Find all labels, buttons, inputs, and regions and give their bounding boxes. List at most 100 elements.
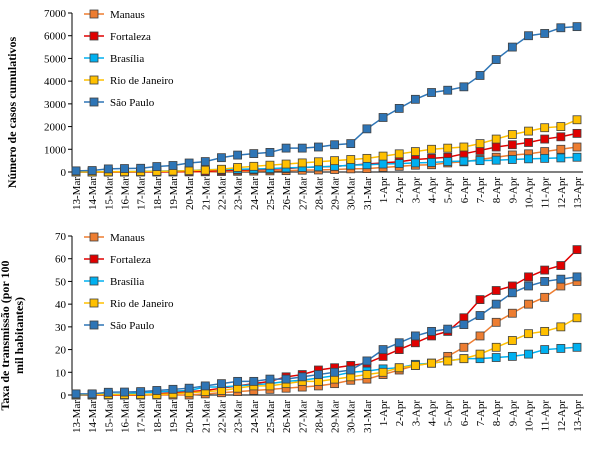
marker xyxy=(572,342,582,352)
marker xyxy=(572,22,582,32)
marker xyxy=(524,126,533,136)
x-tick-label: 19-Mar xyxy=(168,177,180,210)
marker xyxy=(491,353,501,362)
x-tick-label: 21-Mar xyxy=(200,400,212,433)
marker xyxy=(281,143,291,153)
y-tick-label: 70 xyxy=(55,231,67,243)
marker xyxy=(103,164,113,174)
x-tick-label: 28-Mar xyxy=(313,177,325,210)
marker xyxy=(556,274,566,284)
x-tick-label: 1-Apr xyxy=(378,177,390,204)
marker xyxy=(103,387,113,397)
legend-marker xyxy=(89,320,99,330)
marker xyxy=(249,161,259,171)
marker xyxy=(491,342,501,352)
marker xyxy=(71,389,81,399)
x-tick-label: 17-Mar xyxy=(136,177,148,210)
marker xyxy=(475,295,485,305)
marker xyxy=(249,376,259,386)
y-tick-label: 7000 xyxy=(44,8,67,20)
marker xyxy=(184,158,194,168)
marker xyxy=(120,387,129,397)
marker xyxy=(491,55,501,64)
marker xyxy=(459,156,469,166)
marker xyxy=(491,286,501,295)
x-tick-label: 6-Apr xyxy=(459,400,471,427)
marker xyxy=(475,331,485,341)
legend-label: Manaus xyxy=(110,232,145,244)
marker xyxy=(362,153,372,163)
legend-marker xyxy=(89,298,99,308)
marker xyxy=(459,354,469,364)
marker xyxy=(394,338,404,348)
marker xyxy=(459,342,469,352)
marker xyxy=(249,149,259,159)
x-tick-label: 27-Mar xyxy=(297,400,309,433)
marker xyxy=(410,158,420,168)
x-tick-label: 14-Mar xyxy=(87,400,99,433)
marker xyxy=(136,387,146,396)
y-tick-label: 1000 xyxy=(44,144,67,156)
x-tick-label: 13-Apr xyxy=(572,400,584,432)
marker xyxy=(87,389,97,399)
legend-marker xyxy=(89,97,99,107)
y-tick-label: 6000 xyxy=(44,31,67,43)
legend-marker xyxy=(89,53,99,63)
marker xyxy=(217,164,226,174)
marker xyxy=(540,277,550,286)
marker xyxy=(265,160,275,170)
marker xyxy=(427,358,436,368)
marker xyxy=(330,140,339,150)
legend-label: São Paulo xyxy=(110,320,155,332)
x-tick-label: 21-Mar xyxy=(200,177,212,210)
marker xyxy=(378,113,388,122)
marker xyxy=(459,82,469,92)
marker xyxy=(507,288,517,298)
x-tick-label: 18-Mar xyxy=(152,177,164,210)
x-tick-label: 29-Mar xyxy=(330,177,342,210)
marker xyxy=(475,156,485,166)
marker xyxy=(346,365,356,375)
legend-marker xyxy=(89,254,99,264)
marker xyxy=(265,148,275,157)
marker xyxy=(491,155,501,165)
marker xyxy=(314,370,323,379)
x-tick-label: 22-Mar xyxy=(216,177,228,210)
marker xyxy=(200,165,210,175)
marker xyxy=(491,299,501,309)
y-tick-label: 0 xyxy=(61,390,67,402)
marker xyxy=(346,155,356,164)
marker xyxy=(184,383,194,393)
marker xyxy=(572,128,582,138)
marker xyxy=(556,132,566,142)
x-tick-label: 13-Apr xyxy=(572,177,584,209)
x-tick-label: 7-Apr xyxy=(475,400,487,427)
legend-label: Fortaleza xyxy=(110,254,151,266)
marker xyxy=(556,344,566,353)
marker xyxy=(362,124,372,134)
marker xyxy=(378,367,388,377)
marker xyxy=(410,331,420,341)
y-tick-label: 0 xyxy=(61,167,67,179)
marker xyxy=(443,85,453,95)
x-tick-label: 2-Apr xyxy=(394,400,406,427)
marker xyxy=(524,299,533,309)
marker xyxy=(281,374,291,384)
x-tick-label: 16-Mar xyxy=(119,400,131,433)
marker xyxy=(71,166,81,176)
marker xyxy=(507,42,517,52)
marker xyxy=(572,115,582,125)
marker xyxy=(556,153,566,163)
marker xyxy=(507,140,517,150)
y-tick-label: 40 xyxy=(55,299,67,311)
marker xyxy=(330,156,339,166)
marker xyxy=(540,265,550,275)
x-tick-label: 5-Apr xyxy=(443,177,455,204)
x-tick-label: 28-Mar xyxy=(313,400,325,433)
y-axis-title: Número de casos cumulativos xyxy=(5,36,19,188)
marker xyxy=(217,153,226,163)
marker xyxy=(475,71,485,80)
legend-label: Fortaleza xyxy=(110,31,151,43)
marker xyxy=(524,349,533,359)
y-tick-label: 4000 xyxy=(44,76,67,88)
